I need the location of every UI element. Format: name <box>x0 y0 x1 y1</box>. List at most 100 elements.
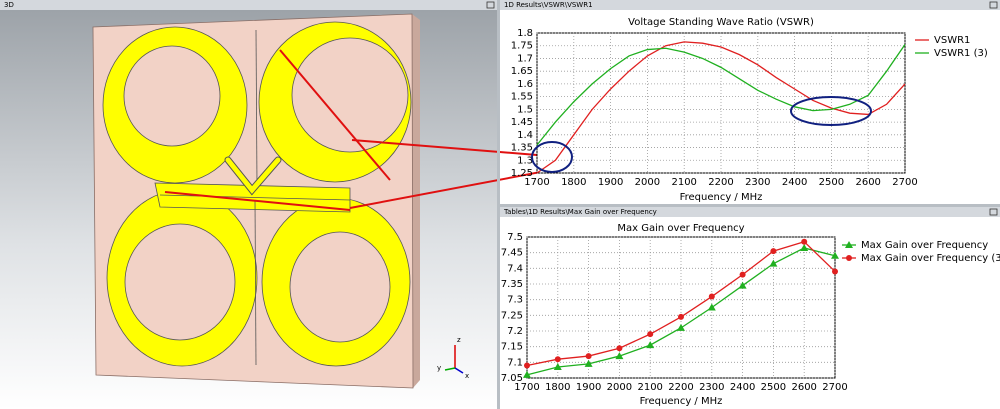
y-tick-label: 7.25 <box>501 310 523 321</box>
marker <box>678 313 684 320</box>
title-bar <box>500 207 1000 217</box>
charts: Voltage Standing Wave Ratio (VSWR) Freque… <box>501 17 1000 407</box>
marker <box>523 370 531 378</box>
x-tick-label: 2300 <box>745 177 770 188</box>
marker <box>554 356 561 363</box>
marker <box>615 352 624 360</box>
maximize[interactable] <box>989 1 998 9</box>
x-tick-label: 2300 <box>699 382 724 393</box>
axis-x: x <box>465 372 469 380</box>
panel-title: 1D Results\VSWR\VSWR1 <box>504 1 593 9</box>
maximize[interactable] <box>486 1 495 9</box>
x-tick-label: 2400 <box>782 177 807 188</box>
y-tick-label: 1.8 <box>517 28 533 39</box>
y-tick-label: 7.35 <box>501 279 523 290</box>
chart-title: Max Gain over Frequency <box>617 223 744 234</box>
y-tick-label: 1.5 <box>517 104 533 115</box>
legend-label: VSWR1 <box>934 35 970 46</box>
y-tick-label: 1.35 <box>511 143 533 154</box>
y-tick-label: 7.3 <box>507 295 523 306</box>
marker <box>584 359 593 367</box>
marker <box>647 331 654 338</box>
panel-title: 3D <box>4 1 14 9</box>
series-line <box>536 41 906 174</box>
patch-holes <box>123 29 409 366</box>
marker <box>832 268 838 275</box>
marker <box>801 238 808 245</box>
axes-gizmo: z y x <box>437 336 469 380</box>
x-axis-label: Frequency / MHz <box>640 396 723 407</box>
marker <box>553 363 562 371</box>
x-tick-label: 1700 <box>514 382 539 393</box>
axis-z: z <box>457 336 461 344</box>
x-tick-label: 1700 <box>524 177 549 188</box>
splitter[interactable] <box>497 0 500 409</box>
feed-inner <box>225 157 281 194</box>
marker <box>738 281 747 289</box>
y-tick-label: 7.1 <box>507 357 523 368</box>
y-tick-label: 1.65 <box>511 66 533 77</box>
marker <box>677 323 685 331</box>
legend-label: Max Gain over Frequency (3) <box>861 253 1000 264</box>
marker <box>646 341 655 349</box>
legend-marker <box>846 255 852 261</box>
x-tick-label: 2200 <box>668 382 693 393</box>
y-tick-label: 7.5 <box>507 232 523 243</box>
marker <box>707 303 716 311</box>
chart-title: Voltage Standing Wave Ratio (VSWR) <box>628 17 814 28</box>
marker <box>769 259 778 267</box>
x-tick-label: 2500 <box>819 177 844 188</box>
x-tick-label: 1800 <box>561 177 586 188</box>
x-tick-label: 2700 <box>822 382 847 393</box>
y-tick-label: 1.55 <box>511 92 533 103</box>
title-bar <box>500 0 1000 10</box>
x-tick-label: 2600 <box>855 177 880 188</box>
x-tick-label: 2700 <box>892 177 917 188</box>
x-axis-label: Frequency / MHz <box>680 192 763 203</box>
x-tick-label: 1900 <box>598 177 623 188</box>
y-tick-label: 7.45 <box>501 248 523 259</box>
x-tick-label: 1800 <box>545 382 570 393</box>
y-tick-label: 7.05 <box>501 373 523 384</box>
axis-y: y <box>437 364 441 372</box>
y-tick-label: 1.4 <box>517 130 533 141</box>
marker <box>831 251 839 259</box>
x-tick-label: 2200 <box>708 177 733 188</box>
marker <box>585 353 592 360</box>
legend-label: VSWR1 (3) <box>934 48 988 59</box>
legend-marker <box>845 241 853 248</box>
y-tick-label: 1.25 <box>511 168 533 179</box>
y-tick-label: 1.3 <box>517 155 533 166</box>
x-tick-label: 2400 <box>730 382 755 393</box>
marker <box>524 362 530 369</box>
x-tick-label: 2600 <box>791 382 816 393</box>
splitter[interactable] <box>500 204 1000 207</box>
maximize[interactable] <box>989 208 998 216</box>
y-tick-label: 7.4 <box>507 263 523 274</box>
marker <box>739 271 746 278</box>
marker <box>800 243 809 251</box>
panel-title: Tables\1D Results\Max Gain over Frequenc… <box>503 208 657 216</box>
marker <box>708 293 715 300</box>
y-tick-label: 7.2 <box>507 326 523 337</box>
legend-label: Max Gain over Frequency <box>861 240 988 251</box>
series-line <box>536 44 906 146</box>
highlight-ellipses <box>531 96 872 173</box>
marker <box>770 248 777 255</box>
y-tick-label: 1.45 <box>511 117 533 128</box>
x-tick-label: 2100 <box>637 382 662 393</box>
x-tick-label: 1900 <box>576 382 601 393</box>
x-tick-label: 2000 <box>635 177 660 188</box>
marker <box>616 345 623 352</box>
y-tick-label: 7.15 <box>501 342 523 353</box>
x-tick-label: 2100 <box>671 177 696 188</box>
view-3d: 3D <box>0 0 801 409</box>
x-tick-label: 2000 <box>607 382 632 393</box>
y-tick-label: 1.7 <box>517 53 533 64</box>
vswr-panel: 1D Results\VSWR\VSWR1 <box>500 0 1000 10</box>
board-edge <box>412 14 420 388</box>
x-tick-label: 2500 <box>761 382 786 393</box>
gain-panel: Tables\1D Results\Max Gain over Frequenc… <box>500 207 1000 217</box>
title-bar <box>0 0 497 10</box>
